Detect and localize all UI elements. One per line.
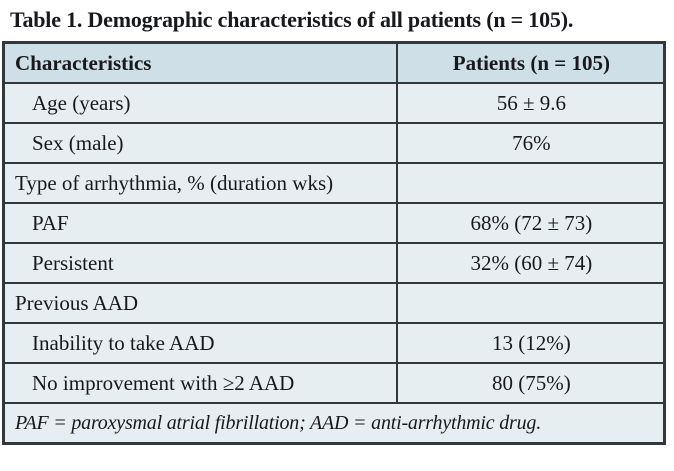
row-value: 56 ± 9.6 [395, 82, 666, 124]
table-row: No improvement with ≥2 AAD 80 (75%) [2, 362, 666, 404]
row-label: Sex (male) [2, 122, 398, 164]
row-value: 32% (60 ± 74) [395, 242, 666, 284]
row-value [395, 282, 666, 324]
header-row: Characteristics Patients (n = 105) [2, 41, 666, 84]
row-label: Previous AAD [2, 282, 398, 324]
table-row: Type of arrhythmia, % (duration wks) [2, 162, 666, 204]
row-value: 76% [395, 122, 666, 164]
row-label: Age (years) [2, 82, 398, 124]
row-label: Type of arrhythmia, % (duration wks) [2, 162, 398, 204]
table-row: Previous AAD [2, 282, 666, 324]
row-label: PAF [2, 202, 398, 244]
demographics-table: Characteristics Patients (n = 105) Age (… [2, 41, 666, 445]
table-row: PAF 68% (72 ± 73) [2, 202, 666, 244]
column-header-patients: Patients (n = 105) [395, 41, 666, 84]
row-label: Inability to take AAD [2, 322, 398, 364]
row-value: 68% (72 ± 73) [395, 202, 666, 244]
table-row: Inability to take AAD 13 (12%) [2, 322, 666, 364]
row-value: 13 (12%) [395, 322, 666, 364]
row-label: No improvement with ≥2 AAD [2, 362, 398, 404]
table-row: Persistent 32% (60 ± 74) [2, 242, 666, 284]
footnote-row: PAF = paroxysmal atrial fibrillation; AA… [2, 402, 666, 445]
table-footnote: PAF = paroxysmal atrial fibrillation; AA… [2, 402, 666, 445]
row-value [395, 162, 666, 204]
page: Table 1. Demographic characteristics of … [0, 7, 674, 471]
table-row: Sex (male) 76% [2, 122, 666, 164]
column-header-characteristics: Characteristics [2, 41, 398, 84]
row-label: Persistent [2, 242, 398, 284]
table-row: Age (years) 56 ± 9.6 [2, 82, 666, 124]
row-value: 80 (75%) [395, 362, 666, 404]
table-title: Table 1. Demographic characteristics of … [10, 7, 574, 32]
